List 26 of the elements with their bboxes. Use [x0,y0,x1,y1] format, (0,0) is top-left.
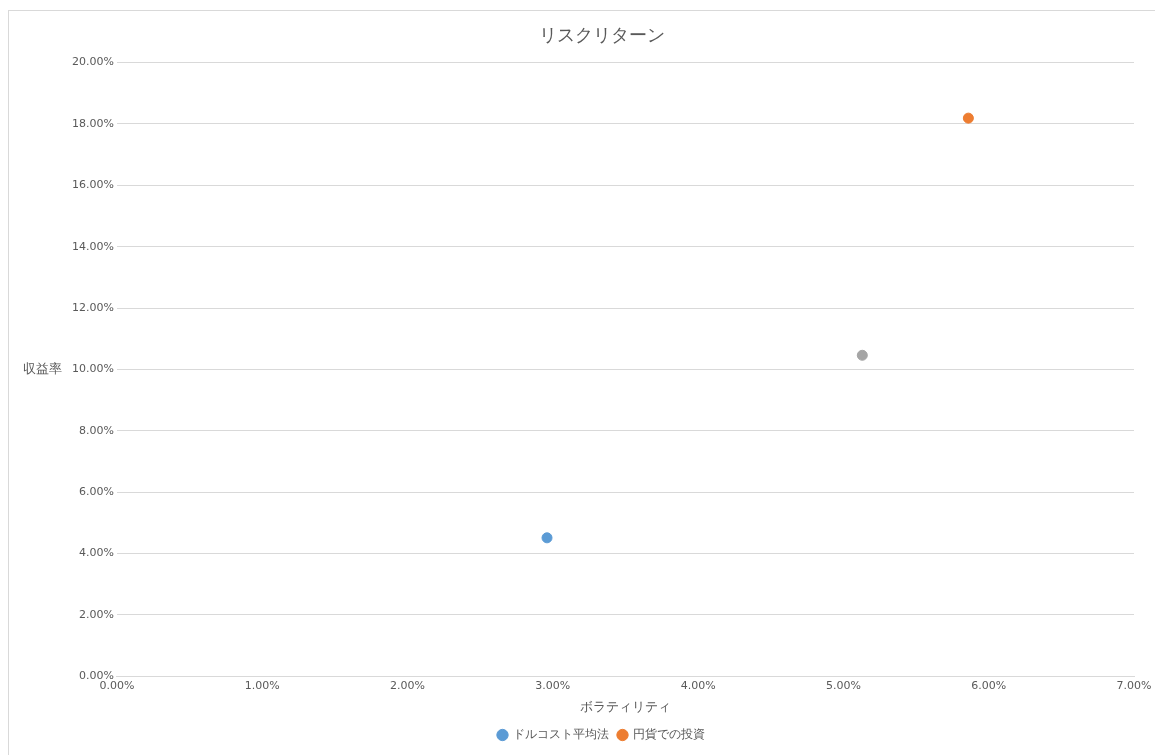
y-tick-label: 16.00% [71,178,114,192]
chart-title: リスクリターン [538,24,665,46]
y-tick-label: 6.00% [78,484,114,498]
y-tick-label: 8.00% [78,423,114,437]
legend-label: 円貨での投資 [632,727,705,742]
point [962,112,974,124]
y-tick-label: 18.00% [71,116,114,130]
x-tick-label: 5.00% [825,678,861,692]
y-tick-label: 12.00% [71,300,114,314]
legend-label: ドルコスト平均法 [512,727,609,742]
x-axis-title: ボラティリティ [579,698,671,714]
x-tick-label: 2.00% [390,678,426,692]
x-tick-label: 4.00% [680,678,716,692]
x-tick-label: 1.00% [244,678,280,692]
y-tick-label: 2.00% [78,607,114,621]
point [541,532,553,544]
x-tick-label: 7.00% [1116,678,1152,692]
y-tick-label: 10.00% [71,362,114,376]
y-tick-label: 20.00% [71,55,114,69]
x-tick-label: 0.00% [99,678,135,692]
y-axis-title: 収益率 [23,360,62,376]
point [856,349,868,361]
x-tick-label: 3.00% [535,678,571,692]
y-tick-label: 14.00% [71,239,114,253]
y-tick-label: 4.00% [78,546,114,560]
x-tick-label: 6.00% [971,678,1007,692]
